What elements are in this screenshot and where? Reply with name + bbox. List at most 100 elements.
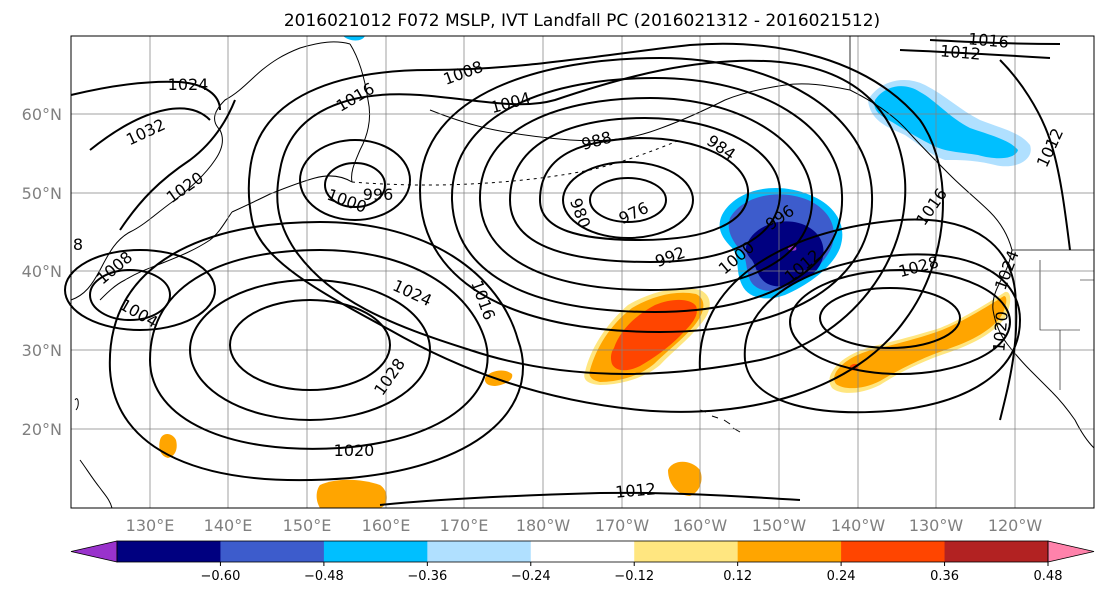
pos-shading-small-4	[668, 461, 702, 496]
colorbar-bin	[427, 541, 532, 562]
neg-shading-small-1	[343, 36, 365, 41]
contour-1028-east	[819, 287, 961, 349]
lon-label: 120°W	[988, 516, 1043, 535]
longitude-labels: 130°E 140°E 150°E 160°E 170°E 180°W 170°…	[126, 516, 1043, 535]
contour-1008-low	[64, 249, 216, 331]
contour-992	[478, 96, 814, 292]
colorbar-tick-label: −0.12	[614, 569, 654, 584]
lon-label: 150°W	[752, 516, 807, 535]
colorbar-bin	[944, 541, 1049, 562]
contour-1016-ne	[929, 39, 1061, 45]
colorbar-bin	[323, 541, 428, 562]
contour-label: 1012	[939, 41, 981, 63]
contour-1004-low	[89, 269, 171, 321]
colorbar-bin	[220, 541, 325, 562]
coastline-asia	[70, 41, 351, 301]
coastline-alaska	[429, 83, 851, 142]
lon-label: 130°E	[126, 516, 175, 535]
contour-1000-kam	[299, 139, 411, 221]
colorbar-bin	[634, 541, 739, 562]
colorbar-tick-label: 0.36	[930, 569, 959, 584]
contour-1008	[247, 42, 944, 413]
contour-label: 8	[73, 235, 83, 254]
colorbar: −0.60 −0.48 −0.36 −0.24 −0.12 0.12 0.24 0.36 0.4…	[70, 540, 1095, 584]
map-frame	[70, 35, 1095, 509]
lon-label: 170°W	[595, 516, 650, 535]
colorbar-outline	[116, 540, 1049, 563]
neg-shading-alaska-core	[874, 86, 1018, 159]
colorbar-tick-label: −0.24	[511, 569, 551, 584]
contour-1012-south	[379, 491, 801, 506]
contour-996-main	[450, 76, 844, 314]
lat-label: 30°N	[22, 341, 62, 360]
map-title: 2016021012 F072 MSLP, IVT Landfall PC (2…	[284, 11, 880, 31]
contour-1032	[89, 107, 211, 151]
contour-label: 996	[363, 185, 394, 204]
contour-1000	[418, 56, 874, 334]
contour-1028-west	[229, 299, 391, 391]
pos-shading-east-orange	[834, 296, 1007, 389]
contour-1016-east	[698, 218, 1018, 421]
neg-shading-gulf-navy	[745, 221, 824, 287]
lat-label: 20°N	[22, 420, 62, 439]
colorbar-extend-max	[1047, 540, 1095, 563]
contour-1024-east	[789, 269, 1011, 375]
contour-1016-west	[108, 220, 524, 482]
coastline-mexico	[1051, 391, 1095, 449]
colorbar-bin	[117, 541, 221, 562]
lon-label: 150°E	[283, 516, 332, 535]
map-panel: 1024 1032 1020 1008 1004 8 1016 1008 100…	[64, 29, 1095, 509]
latitude-labels: 60°N 50°N 40°N 30°N 20°N	[22, 105, 62, 439]
pos-shading-central-red	[610, 299, 697, 371]
contour-1020-west	[148, 248, 489, 450]
contour-label: 1016	[967, 29, 1009, 51]
contour-label: 1020	[989, 310, 1011, 352]
contour-1020-w	[119, 99, 236, 231]
contour-label: 1012	[614, 479, 656, 501]
contour-996-kam	[324, 162, 386, 208]
coastline-bc	[849, 89, 1013, 251]
contour-988	[508, 116, 782, 264]
colorbar-tick-label: −0.48	[304, 569, 344, 584]
lat-label: 60°N	[22, 105, 62, 124]
lon-label: 170°E	[440, 516, 489, 535]
pos-shading-small-3	[316, 479, 387, 508]
contour-984	[538, 136, 750, 242]
lon-label: 160°W	[673, 516, 728, 535]
lat-label: 40°N	[22, 262, 62, 281]
mslp-contours	[64, 39, 1071, 506]
lon-label: 130°W	[909, 516, 964, 535]
contour-1004	[276, 59, 907, 375]
shading-layer	[159, 36, 1031, 508]
contour-label: 1024	[168, 75, 209, 94]
colorbar-bin	[737, 541, 842, 562]
coastline-sw-islands	[74, 398, 113, 509]
lon-label: 160°E	[362, 516, 411, 535]
colorbar-extend-min	[70, 540, 118, 563]
colorbar-tick-label: 0.48	[1034, 569, 1063, 584]
border-us-states	[1039, 260, 1094, 390]
contour-1024-west	[189, 279, 431, 421]
contour-980	[562, 161, 694, 239]
lon-label: 140°E	[204, 516, 253, 535]
gridlines	[71, 36, 1094, 508]
contour-976	[589, 177, 667, 223]
colorbar-tick-label: 0.12	[723, 569, 752, 584]
contour-1024-w	[70, 80, 221, 111]
lat-label: 50°N	[22, 184, 62, 203]
colorbar-bin	[841, 541, 946, 562]
contour-1012-east	[999, 59, 1071, 251]
contour-1020-east	[743, 253, 1022, 414]
border-us-canada	[849, 36, 1094, 251]
contour-label: 1020	[334, 441, 375, 460]
coastline-kuril	[231, 175, 353, 213]
lon-label: 140°W	[831, 516, 886, 535]
coastline-kamchatka	[349, 43, 371, 183]
colorbar-tick-label: 0.24	[827, 569, 856, 584]
lon-label: 180°W	[516, 516, 571, 535]
contour-1012-ne	[899, 49, 1051, 59]
coastline-japan	[99, 211, 233, 301]
colorbar-tick-label: −0.60	[201, 569, 241, 584]
colorbar-tick-label: −0.36	[407, 569, 447, 584]
